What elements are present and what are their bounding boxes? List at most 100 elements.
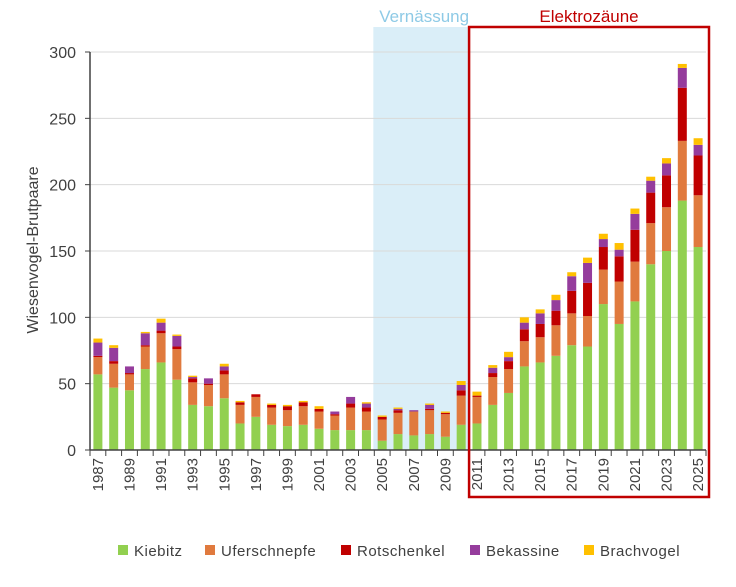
bar-kiebitz-2025 (693, 247, 703, 450)
legend-label-kiebitz: Kiebitz (134, 543, 183, 560)
bar-uferschnepfe-2015 (535, 337, 545, 363)
bar-bekassine-2018 (583, 262, 593, 283)
x-tick-label: 1995 (216, 458, 233, 491)
bar-kiebitz-1992 (172, 379, 182, 450)
bar-bekassine-1991 (156, 322, 166, 331)
bar-rotschenkel-1999 (282, 406, 292, 411)
bar-uferschnepfe-2000 (298, 406, 308, 425)
x-tick-label: 2019 (595, 458, 612, 491)
legend-label-bekassine: Bekassine (486, 543, 560, 560)
vernaessung-shaded-region (373, 27, 470, 450)
bar-bekassine-1994 (203, 378, 213, 384)
bar-brachvogel-2024 (677, 63, 687, 68)
x-tick-label: 1993 (185, 458, 202, 491)
x-tick-label: 2017 (564, 458, 581, 491)
bar-rotschenkel-1990 (140, 345, 150, 347)
x-tick-label: 1999 (279, 458, 296, 491)
bar-brachvogel-1992 (172, 334, 182, 336)
elektrozaeune-frame (467, 25, 711, 499)
bar-bekassine-1992 (172, 335, 182, 347)
x-tick-label: 2013 (501, 458, 518, 491)
bar-bekassine-1993 (188, 377, 198, 379)
bar-brachvogel-2000 (298, 400, 308, 403)
x-tick-label: 2009 (437, 458, 454, 491)
bar-brachvogel-2018 (583, 257, 593, 263)
bar-rotschenkel-2020 (614, 256, 624, 282)
bar-kiebitz-2023 (662, 251, 672, 450)
bar-brachvogel-2005 (377, 415, 387, 417)
y-tick-label: 150 (49, 244, 76, 261)
bar-bekassine-2012 (488, 367, 498, 374)
bar-rotschenkel-2023 (662, 175, 672, 208)
bar-rotschenkel-2021 (630, 229, 640, 262)
bar-rotschenkel-1991 (156, 330, 166, 334)
y-tick-label: 100 (49, 310, 76, 327)
bar-kiebitz-1988 (109, 387, 119, 450)
bar-uferschnepfe-2021 (630, 261, 640, 302)
bar-bekassine-2008 (425, 404, 435, 409)
bar-kiebitz-2005 (377, 440, 387, 450)
x-tick-label: 2001 (311, 458, 328, 491)
legend-swatch-uferschnepfe (205, 545, 215, 555)
bar-brachvogel-2025 (693, 138, 703, 145)
bar-kiebitz-2012 (488, 404, 498, 450)
bar-kiebitz-2017 (567, 345, 577, 450)
bar-uferschnepfe-1990 (140, 346, 150, 370)
bar-rotschenkel-1998 (267, 404, 277, 408)
bar-bekassine-1989 (124, 366, 134, 374)
bar-rotschenkel-2006 (393, 410, 403, 413)
bar-brachvogel-2001 (314, 406, 324, 409)
bar-rotschenkel-2013 (504, 361, 514, 370)
bar-bekassine-2021 (630, 213, 640, 230)
bar-rotschenkel-2002 (330, 414, 340, 416)
y-tick-label: 250 (49, 111, 76, 128)
bar-brachvogel-1987 (93, 338, 103, 343)
bar-uferschnepfe-2004 (361, 411, 371, 431)
x-tick-label: 1991 (153, 458, 170, 491)
x-tick-label: 2003 (343, 458, 360, 491)
bar-brachvogel-1988 (109, 345, 119, 348)
bar-rotschenkel-1995 (219, 370, 229, 375)
bar-rotschenkel-2025 (693, 155, 703, 196)
bar-rotschenkel-2024 (677, 87, 687, 141)
bar-rotschenkel-2019 (598, 247, 608, 270)
bar-kiebitz-2021 (630, 301, 640, 450)
bar-uferschnepfe-2014 (519, 341, 529, 367)
x-tick-label: 2025 (690, 458, 707, 491)
bar-rotschenkel-1987 (93, 355, 103, 358)
bar-rotschenkel-2016 (551, 310, 561, 326)
bar-uferschnepfe-1996 (235, 404, 245, 424)
bar-kiebitz-2014 (519, 366, 529, 450)
bar-kiebitz-2019 (598, 304, 608, 450)
bar-uferschnepfe-1997 (251, 396, 261, 417)
bar-kiebitz-2011 (472, 423, 482, 450)
y-tick-label: 300 (49, 45, 76, 62)
bar-brachvogel-2020 (614, 243, 624, 250)
bar-rotschenkel-2011 (472, 395, 482, 397)
bar-rotschenkel-2008 (425, 408, 435, 411)
y-tick-label: 0 (67, 443, 76, 460)
bar-uferschnepfe-2010 (456, 395, 466, 425)
legend-label-uferschnepfe: Uferschnepfe (221, 543, 316, 560)
bar-uferschnepfe-1999 (282, 410, 292, 427)
x-tick-label: 1987 (90, 458, 107, 491)
bar-kiebitz-2003 (346, 430, 356, 450)
x-tick-label: 1997 (248, 458, 265, 491)
bar-rotschenkel-1997 (251, 394, 261, 397)
bar-brachvogel-2010 (456, 381, 466, 385)
bar-kiebitz-2002 (330, 430, 340, 450)
bar-brachvogel-1990 (140, 331, 150, 334)
bar-brachvogel-1996 (235, 400, 245, 403)
bar-uferschnepfe-2012 (488, 377, 498, 405)
y-tick-label: 50 (58, 377, 76, 394)
bar-kiebitz-2009 (440, 436, 450, 450)
annotation-elektrozaeune: Elektrozäune (539, 7, 638, 26)
bar-bekassine-2019 (598, 239, 608, 248)
bar-uferschnepfe-2013 (504, 369, 514, 393)
y-axis-label: Wiesenvogel-Brutpaare (25, 166, 42, 333)
legend-swatch-brachvogel (584, 545, 594, 555)
bar-kiebitz-2008 (425, 434, 435, 450)
bar-uferschnepfe-2020 (614, 281, 624, 324)
bar-rotschenkel-2001 (314, 408, 324, 412)
